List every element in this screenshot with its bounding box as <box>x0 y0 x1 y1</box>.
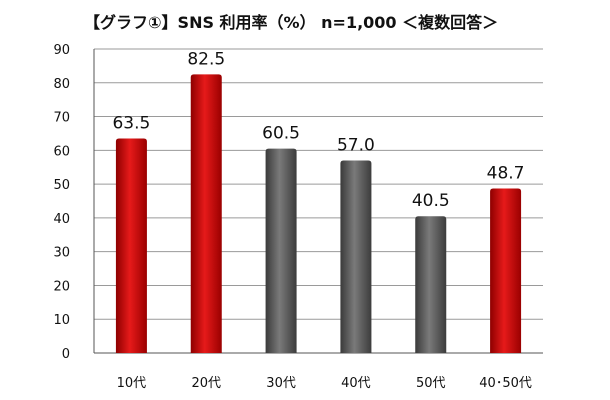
data-label: 63.5 <box>112 114 150 134</box>
chart-title: 【グラフ①】SNS 利用率（%） n=1,000 ＜複数回答＞ <box>84 13 499 32</box>
x-tick-label: 40･50代 <box>479 376 532 391</box>
bars <box>115 74 522 353</box>
x-tick-label: 30代 <box>266 376 296 391</box>
data-labels: 63.5 82.5 60.5 57.0 40.5 48.7 <box>112 49 524 211</box>
y-tick-labels: 0 10 20 30 40 50 60 70 80 90 <box>53 43 70 362</box>
axes <box>93 49 543 354</box>
y-tick-label: 20 <box>53 279 70 294</box>
y-tick-label: 10 <box>53 313 70 328</box>
bar <box>190 74 222 353</box>
data-label: 60.5 <box>262 124 300 144</box>
x-tick-labels: 10代 20代 30代 40代 50代 40･50代 <box>117 376 532 391</box>
bar <box>490 188 522 353</box>
y-tick-label: 40 <box>53 212 70 227</box>
y-tick-label: 60 <box>53 144 70 159</box>
bar <box>115 138 147 353</box>
x-tick-label: 50代 <box>416 376 446 391</box>
y-tick-label: 30 <box>53 246 70 261</box>
x-tick-label: 10代 <box>117 376 147 391</box>
bar <box>415 216 447 353</box>
x-tick-label: 20代 <box>191 376 221 391</box>
data-label: 82.5 <box>187 49 225 69</box>
data-label: 40.5 <box>412 191 450 211</box>
y-tick-label: 50 <box>53 178 70 193</box>
bar <box>340 160 372 353</box>
y-tick-label: 0 <box>62 347 70 362</box>
y-tick-label: 90 <box>53 43 70 58</box>
y-tick-label: 80 <box>53 77 70 92</box>
data-label: 57.0 <box>337 135 375 155</box>
gridlines <box>94 48 543 320</box>
x-tick-label: 40代 <box>341 376 371 391</box>
bar <box>265 148 297 353</box>
y-tick-label: 70 <box>53 111 70 126</box>
data-label: 48.7 <box>487 164 525 184</box>
